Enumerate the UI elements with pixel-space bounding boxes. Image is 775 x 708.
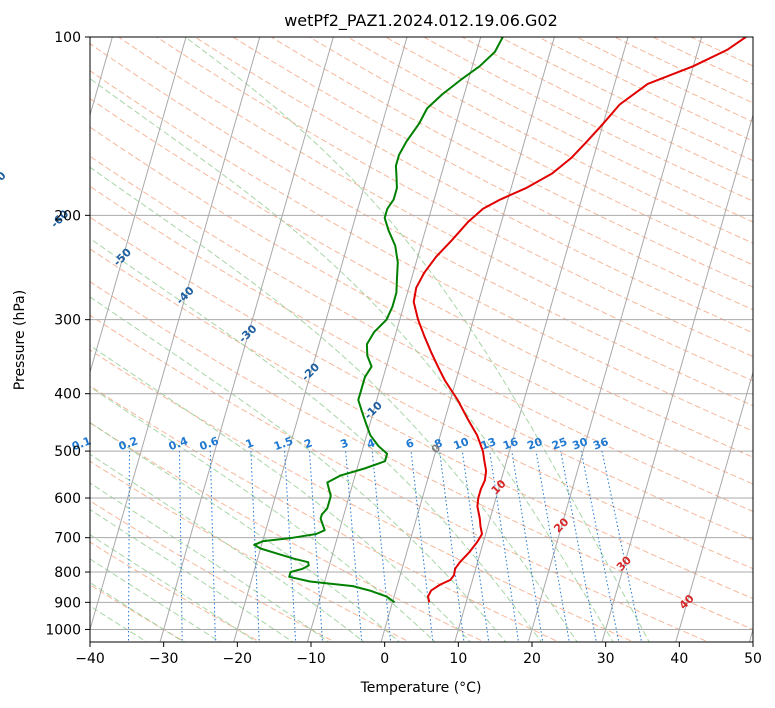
plot-frame: [89, 36, 754, 643]
dry-adiabat: [537, 37, 753, 142]
mixing-ratio-line: [601, 451, 643, 642]
mixing-ratio-label: 0.4: [167, 434, 190, 453]
mixing-ratio-line: [284, 451, 297, 642]
moist-adiabat: [90, 386, 436, 642]
mixing-ratio-label: 13: [479, 435, 498, 452]
mixing-ratio-line: [78, 451, 82, 644]
mixing-ratio-label: 1.5: [272, 434, 295, 453]
x-axis-label: Temperature (°C): [360, 680, 482, 696]
x-tick-label: 50: [744, 651, 762, 667]
dry-adiabat: [90, 314, 710, 642]
mixing-ratio-label: 25: [550, 435, 569, 452]
mixing-ratio-label: 0.2: [117, 434, 140, 453]
isotherm-label: -70: [0, 169, 9, 192]
mixing-ratio-line: [511, 451, 544, 642]
y-tick-label: 400: [54, 387, 81, 403]
x-tick-label: 30: [597, 651, 615, 667]
dry-adiabat: [90, 349, 635, 642]
isotherm: [90, 37, 261, 632]
isotherm: [90, 37, 187, 375]
mixing-ratio-label: 30: [571, 435, 590, 453]
mixing-ratio-line: [461, 451, 490, 642]
mixing-ratio-label: 0.1: [70, 434, 93, 453]
mixing-ratio-label: 4: [365, 436, 377, 451]
mixing-ratio-label: 20: [525, 435, 544, 453]
isotherm: [159, 37, 334, 642]
y-tick-label: 900: [54, 595, 81, 611]
x-tick-label: −20: [223, 651, 253, 667]
dry-adiabat: [308, 37, 753, 266]
y-tick-label: 600: [54, 491, 81, 507]
plot-area: [90, 37, 753, 642]
moist-adiabat: [90, 453, 365, 642]
dry-adiabat: [346, 37, 753, 244]
mixing-ratio-line: [371, 451, 392, 642]
chart-title: wetPf2_PAZ1.2024.012.19.06.G02: [284, 11, 558, 31]
temperature-line: [412, 37, 747, 603]
x-tick-label: 40: [670, 651, 688, 667]
dry-adiabat: [117, 37, 753, 382]
dry-adiabat: [90, 155, 753, 513]
y-tick-label: 1000: [45, 622, 81, 638]
mixing-ratio-line: [308, 451, 324, 642]
mixing-ratio-label: 0.6: [198, 434, 221, 453]
mixing-ratio-label: 2: [302, 436, 314, 451]
x-tick-label: 20: [523, 651, 541, 667]
y-tick-label: 200: [54, 208, 81, 224]
mixing-ratio-line: [209, 451, 216, 642]
background-lines: [78, 37, 753, 644]
mixing-ratio-label: 8: [433, 436, 445, 451]
moist-adiabat: [90, 237, 543, 642]
mixing-ratio-line: [535, 451, 570, 642]
dry-adiabat: [90, 460, 411, 642]
dry-adiabat: [155, 37, 753, 358]
mixing-ratio-line: [439, 451, 465, 642]
dry-adiabat: [90, 43, 753, 407]
dry-adiabat: [90, 500, 336, 642]
isotherm: [380, 37, 555, 642]
isotherm: [601, 113, 753, 642]
dewpoint-line: [253, 37, 504, 604]
y-tick-label: 100: [54, 30, 81, 46]
mixing-ratio-label: 6: [404, 436, 416, 451]
mixing-ratio-line: [489, 451, 520, 642]
dry-adiabat: [90, 126, 753, 485]
dry-adiabat: [90, 248, 753, 600]
y-tick-label: 700: [54, 531, 81, 547]
mixing-ratio-line: [250, 451, 260, 642]
mixing-ratio-line: [560, 451, 597, 642]
mixing-ratio-label: 36: [591, 435, 610, 453]
isotherm: [306, 37, 482, 642]
dry-adiabat: [499, 37, 753, 162]
y-axis-label: Pressure (hPa): [12, 290, 28, 390]
x-tick-label: −10: [296, 651, 326, 667]
y-tick-label: 500: [54, 444, 81, 460]
mixing-ratio-label: 1: [244, 436, 256, 451]
mixing-ratio-label: 10: [452, 435, 471, 453]
x-tick-label: 10: [449, 651, 467, 667]
mixing-ratio-label: 3: [339, 436, 351, 451]
x-tick-label: −30: [149, 651, 179, 667]
mixing-ratio-line: [178, 451, 183, 642]
dry-adiabat: [90, 97, 753, 458]
mixing-ratio-line: [127, 451, 130, 642]
y-tick-label: 300: [54, 313, 81, 329]
y-tick-label: 800: [54, 565, 81, 581]
isotherm: [527, 37, 703, 642]
dry-adiabat: [194, 37, 753, 334]
profile-lines: [253, 37, 747, 604]
x-tick-label: −40: [75, 651, 105, 667]
isotherm: [454, 37, 629, 642]
mixing-ratio-line: [580, 451, 620, 642]
mixing-ratio-label: 16: [501, 435, 520, 453]
isotherm: [675, 370, 753, 642]
mixing-ratio-line: [410, 451, 434, 642]
dry-adiabat: [232, 37, 753, 311]
x-tick-label: 0: [380, 651, 389, 667]
axis-ticks: −40 −30 −20 −10 0 10 20 30 40 5010020030040050060…: [45, 30, 762, 667]
mixing-ratio-line: [345, 451, 363, 642]
